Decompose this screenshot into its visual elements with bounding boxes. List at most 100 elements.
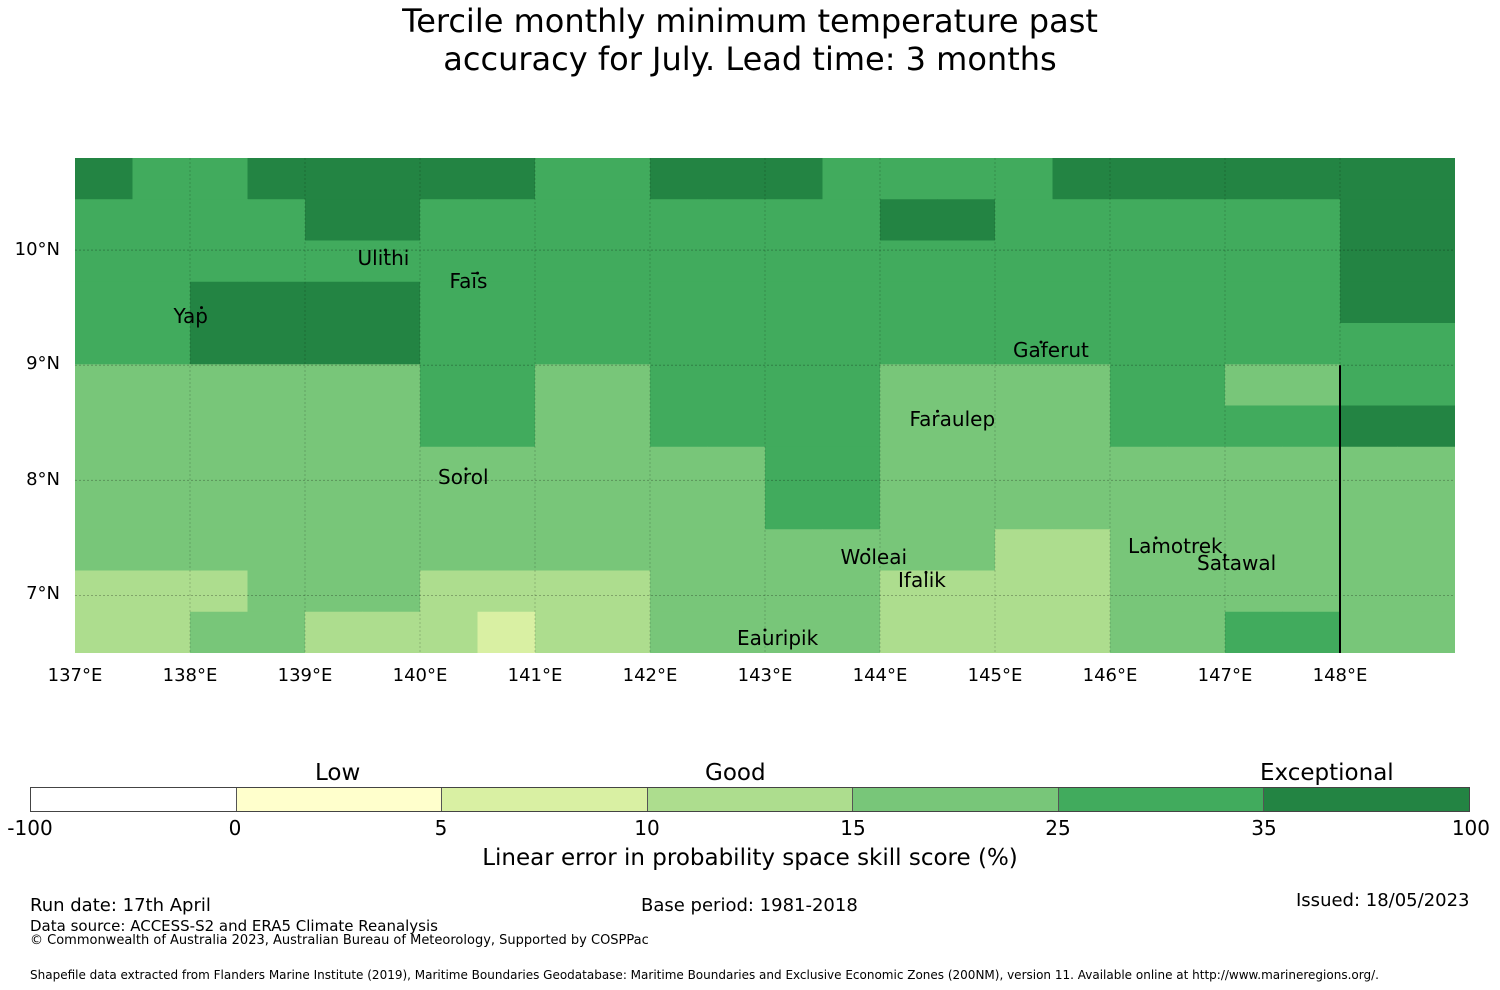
grid-cell	[535, 488, 593, 530]
grid-cell	[1397, 611, 1455, 653]
grid-cell	[535, 199, 593, 241]
lon-label-139e: 139°E	[277, 665, 333, 686]
grid-cell	[1282, 158, 1341, 200]
grid-cell	[305, 240, 363, 283]
grid-cell	[822, 611, 881, 653]
grid-cell	[1110, 488, 1168, 530]
island-marker	[476, 271, 479, 275]
grid-cell	[1225, 446, 1283, 489]
colorbar-tick-label: 5	[434, 816, 448, 840]
grid-cell	[190, 323, 248, 365]
grid-cell	[305, 570, 363, 613]
grid-cell	[1282, 323, 1341, 365]
colorbar-segment	[853, 788, 1059, 811]
title-line-2: accuracy for July. Lead time: 3 months	[443, 40, 1057, 78]
grid-cell	[1397, 323, 1455, 365]
grid-cell	[132, 446, 191, 489]
grid-cell	[765, 240, 823, 283]
grid-cell	[1282, 364, 1341, 406]
run-date: Run date: 17th April	[30, 895, 211, 916]
grid-cell	[535, 158, 593, 200]
grid-cell	[592, 158, 651, 200]
grid-cell	[1167, 323, 1226, 365]
grid-cell	[822, 529, 881, 571]
grid-cell	[420, 611, 478, 653]
grid-cell	[1397, 199, 1455, 241]
grid-cell	[1340, 529, 1398, 571]
grid-cell	[247, 405, 306, 448]
colorbar-category-low: Low	[315, 760, 361, 786]
grid-cell	[75, 158, 133, 200]
grid-cell	[765, 405, 823, 448]
grid-cell	[305, 405, 363, 448]
grid-cell	[75, 488, 133, 530]
colorbar-segment	[31, 788, 237, 811]
grid-cell	[707, 364, 766, 406]
grid-cell	[1052, 240, 1111, 283]
grid-cell	[937, 529, 996, 571]
grid-cell	[880, 446, 938, 489]
grid-cell	[535, 364, 593, 406]
lon-label-145e: 145°E	[967, 665, 1023, 686]
lon-label-141e: 141°E	[507, 665, 563, 686]
grid-cell	[190, 611, 248, 653]
lat-label-7n: 7°N	[26, 583, 60, 604]
grid-cell	[362, 529, 421, 571]
grid-cell	[592, 323, 651, 365]
grid-cell	[477, 611, 536, 653]
grid-cell	[190, 405, 248, 448]
grid-cell	[132, 529, 191, 571]
grid-cell	[535, 529, 593, 571]
grid-cell	[1340, 158, 1398, 200]
grid-cell	[1225, 199, 1283, 241]
grid-cell	[937, 281, 996, 324]
colorbar-segment	[442, 788, 648, 811]
grid-cell	[822, 158, 881, 200]
grid-cell	[1340, 405, 1398, 448]
colorbar-tick-label: 100	[1451, 816, 1490, 840]
grid-cell	[190, 281, 248, 324]
place-label-satawal: Satawal	[1197, 551, 1277, 576]
grid-cell	[880, 364, 938, 406]
grid-cell	[592, 364, 651, 406]
grid-cell	[1282, 405, 1341, 448]
grid-cell	[707, 323, 766, 365]
island-marker	[464, 467, 468, 471]
grid-cell	[995, 158, 1053, 200]
grid-cell	[995, 199, 1053, 241]
colorbar-tick-label: 10	[634, 816, 660, 840]
grid-cell	[765, 281, 823, 324]
grid-cell	[1397, 529, 1455, 571]
grid-cell	[190, 488, 248, 530]
lon-label-147e: 147°E	[1197, 665, 1253, 686]
grid-cell	[132, 364, 191, 406]
grid-cell	[995, 488, 1053, 530]
grid-cell	[1225, 405, 1283, 448]
grid-cell	[1225, 240, 1283, 283]
grid-cell	[477, 158, 536, 200]
grid-cell	[1167, 529, 1226, 571]
grid-cell	[765, 611, 823, 653]
grid-cell	[1110, 611, 1168, 653]
grid-cell	[1110, 405, 1168, 448]
grid-cell	[132, 570, 191, 613]
island-marker	[763, 628, 767, 632]
grid-cell	[362, 281, 421, 324]
grid-cell	[1282, 240, 1341, 283]
colorbar-tick-label: -100	[7, 816, 53, 840]
grid-cell	[477, 488, 536, 530]
grid-cell	[707, 446, 766, 489]
grid-cell	[995, 323, 1053, 365]
colorbar-segment	[647, 788, 854, 811]
grid-cell	[650, 323, 708, 365]
grid-cell	[247, 570, 306, 613]
map-title: Tercile monthly minimum temperature past…	[0, 2, 1500, 78]
island-marker	[1039, 340, 1043, 344]
grid-cell	[707, 570, 766, 613]
grid-cell	[1167, 611, 1226, 653]
grid-cell	[1225, 570, 1283, 613]
grid-cell	[362, 446, 421, 489]
place-label-faraulep: Faraulep	[909, 407, 996, 432]
island-marker	[924, 570, 928, 574]
grid-cell	[1340, 323, 1398, 365]
